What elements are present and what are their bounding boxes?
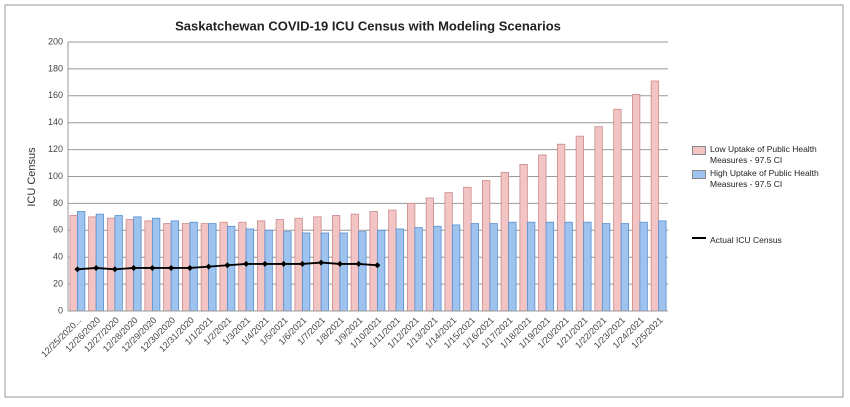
bar xyxy=(601,223,611,312)
bar xyxy=(320,232,330,312)
bar xyxy=(470,223,480,312)
legend-label: Actual ICU Census xyxy=(710,235,782,245)
legend-label: Low Uptake of Public Health Measures - 9… xyxy=(710,144,817,165)
line-marker xyxy=(336,260,343,267)
y-tick-label: 80 xyxy=(53,198,63,208)
bar xyxy=(444,192,453,312)
bar xyxy=(376,229,386,312)
line-marker xyxy=(280,260,287,267)
bar xyxy=(463,186,472,312)
line-marker xyxy=(186,264,193,271)
bar xyxy=(526,221,536,312)
bar xyxy=(95,213,105,312)
y-tick-label: 40 xyxy=(53,252,63,262)
bar xyxy=(508,221,517,312)
line-marker xyxy=(149,264,156,271)
y-axis-label: ICU Census xyxy=(26,147,38,207)
bar xyxy=(395,228,405,312)
y-tick-label: 160 xyxy=(48,90,63,100)
bar xyxy=(613,108,622,312)
bar xyxy=(500,172,510,312)
bar xyxy=(406,202,416,312)
y-tick-label: 140 xyxy=(48,117,63,127)
bar xyxy=(76,211,86,312)
bar xyxy=(283,231,292,312)
bar xyxy=(658,220,667,312)
bar xyxy=(564,221,573,312)
bar xyxy=(414,227,423,312)
legend-swatch xyxy=(692,146,706,155)
bar xyxy=(583,221,592,312)
bar xyxy=(650,80,660,312)
bar xyxy=(88,216,97,312)
bar xyxy=(69,215,78,312)
line-marker xyxy=(111,266,118,273)
chart-title: Saskatchewan COVID-19 ICU Census with Mo… xyxy=(175,18,561,33)
legend-swatch xyxy=(692,170,706,179)
bar xyxy=(245,228,255,312)
line-marker xyxy=(299,260,306,267)
y-tick-label: 100 xyxy=(48,171,63,181)
bar xyxy=(125,219,135,312)
frame xyxy=(4,4,844,398)
bar xyxy=(358,231,367,312)
bar xyxy=(144,220,153,312)
bar xyxy=(264,229,273,312)
bar xyxy=(256,220,266,312)
bar xyxy=(620,223,630,312)
bar xyxy=(369,211,378,312)
bar xyxy=(226,225,236,312)
bar xyxy=(594,126,603,312)
line-marker xyxy=(205,263,212,270)
bar xyxy=(388,209,397,312)
bar xyxy=(425,197,435,312)
bar xyxy=(133,216,142,312)
bar xyxy=(339,232,348,312)
bar xyxy=(545,221,555,312)
y-tick-label: 20 xyxy=(53,278,63,288)
bar xyxy=(631,94,641,312)
line-marker xyxy=(130,264,137,271)
bar xyxy=(575,135,585,312)
y-tick-label: 120 xyxy=(48,144,63,154)
line-marker xyxy=(224,262,231,269)
bar xyxy=(433,225,442,312)
bar xyxy=(301,232,311,312)
bar xyxy=(106,217,116,312)
bar xyxy=(489,223,498,312)
bar xyxy=(538,154,547,312)
line-marker xyxy=(374,262,381,269)
bar xyxy=(556,143,566,312)
line-marker xyxy=(168,264,175,271)
y-tick-label: 0 xyxy=(58,305,63,315)
y-tick-label: 200 xyxy=(48,36,63,46)
bar xyxy=(451,224,461,312)
line-marker xyxy=(318,259,325,266)
line-marker xyxy=(243,260,250,267)
legend-label: High Uptake of Public Health Measures - … xyxy=(710,168,819,189)
bar xyxy=(639,221,648,312)
line-marker xyxy=(355,260,362,267)
bar xyxy=(114,215,123,312)
bar xyxy=(519,163,528,312)
line-marker xyxy=(93,264,100,271)
line-marker xyxy=(74,266,81,273)
bar xyxy=(170,220,180,312)
bar xyxy=(238,221,247,312)
bar xyxy=(481,180,491,312)
legend-swatch xyxy=(692,237,706,239)
bar xyxy=(151,217,161,312)
y-tick-label: 180 xyxy=(48,63,63,73)
line-marker xyxy=(261,260,268,267)
y-tick-label: 60 xyxy=(53,225,63,235)
